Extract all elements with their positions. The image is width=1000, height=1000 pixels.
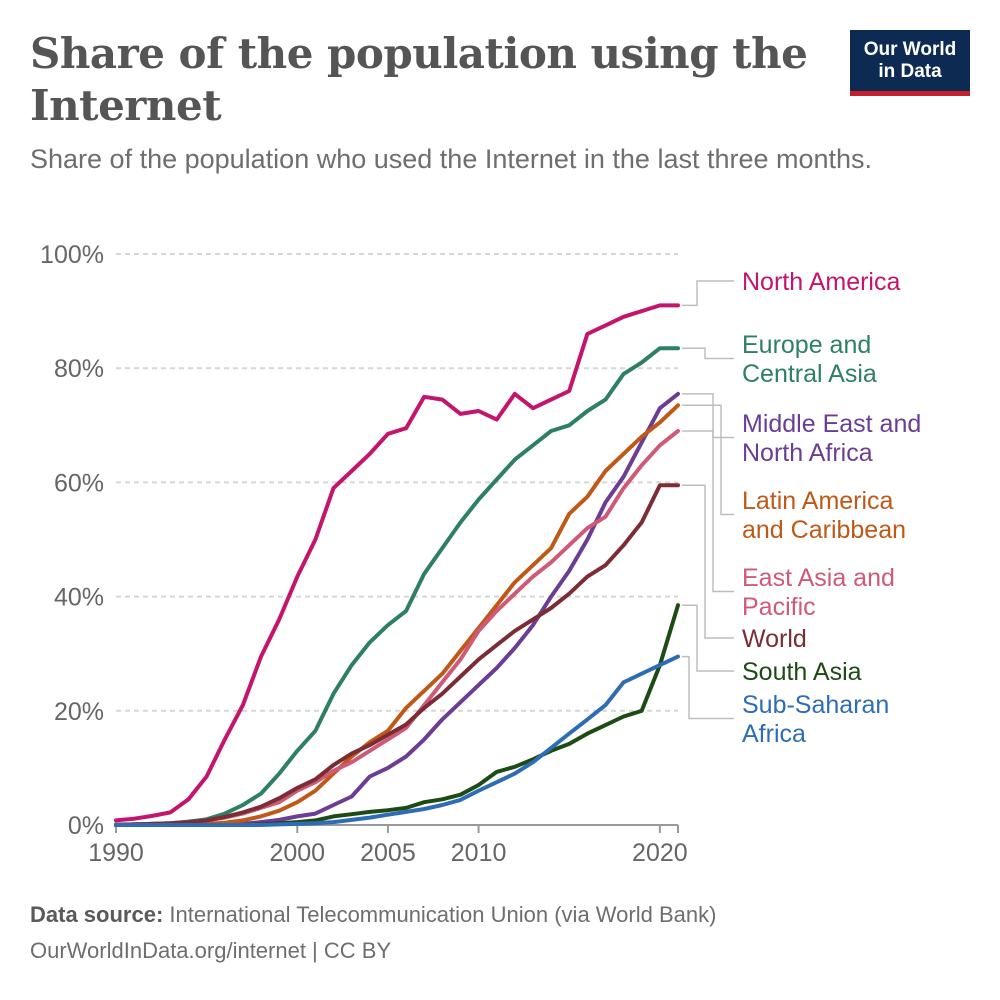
legend-label-latin-america-and-caribbean: Latin America and Caribbean bbox=[742, 487, 906, 544]
data-source-label: Data source: bbox=[30, 902, 164, 927]
legend-label-sub-saharan-africa: Sub-Saharan Africa bbox=[742, 691, 889, 748]
legend-label-east-asia-and-pacific: East Asia and Pacific bbox=[742, 564, 895, 621]
series-line-europe-and-central-asia bbox=[114, 346, 680, 827]
leader-line-europe-and-central-asia bbox=[682, 347, 734, 360]
legend-label-line: North America bbox=[742, 268, 900, 296]
legend-label-line: North Africa bbox=[742, 439, 873, 467]
line-chart: 0% 20% 40% 60% 80% 100% 1990 2000 2005 2010 2020 No… bbox=[40, 241, 921, 867]
x-tick-label: 1990 bbox=[88, 839, 144, 867]
data-source-text: International Telecommunication Union (v… bbox=[169, 902, 717, 927]
owid-logo[interactable]: Our World in Data bbox=[850, 30, 970, 96]
legend-label-line: South Asia bbox=[742, 658, 862, 686]
y-tick-label: 80% bbox=[54, 355, 104, 383]
y-tick-label: 60% bbox=[54, 469, 104, 497]
legend-label-line: Central Asia bbox=[742, 360, 877, 388]
y-tick-label: 0% bbox=[68, 812, 104, 840]
leader-line-north-america bbox=[682, 280, 734, 307]
x-tick-label: 2020 bbox=[632, 839, 688, 867]
logo-line-1: Our World bbox=[863, 38, 957, 60]
legend-label-line: World bbox=[742, 625, 807, 653]
leader-line-middle-east-and-north-africa bbox=[682, 393, 734, 439]
legend-label-line: East Asia and bbox=[742, 564, 895, 592]
legend-label-line: Africa bbox=[742, 720, 806, 748]
legend-label-europe-and-central-asia: Europe and Central Asia bbox=[742, 331, 877, 388]
leader-line-south-asia bbox=[682, 604, 734, 672]
series-line-middle-east-and-north-africa bbox=[114, 391, 680, 827]
legend-label-line: Pacific bbox=[742, 593, 816, 621]
data-source: Data source: International Telecommunica… bbox=[30, 897, 716, 933]
y-tick-label: 100% bbox=[40, 241, 104, 269]
credit-line: OurWorldInData.org/internet | CC BY bbox=[30, 938, 392, 963]
leader-line-sub-saharan-africa bbox=[682, 655, 734, 720]
x-tick-label: 2005 bbox=[360, 839, 416, 867]
leader-line-world bbox=[682, 484, 734, 639]
legend-label-south-asia: South Asia bbox=[742, 658, 862, 686]
footer: Data source: International Telecommunica… bbox=[30, 897, 716, 969]
logo-line-2: in Data bbox=[878, 60, 942, 82]
legend-label-line: Latin America bbox=[742, 487, 894, 515]
legend-label-north-america: North America bbox=[742, 268, 900, 296]
x-tick-label: 2000 bbox=[269, 839, 325, 867]
y-tick-label: 40% bbox=[54, 584, 104, 612]
series-line-north-america bbox=[114, 303, 680, 823]
legend-label-line: Europe and bbox=[742, 331, 871, 359]
leader-line-east-asia-and-pacific bbox=[682, 430, 734, 593]
chart-title: Share of the population using the Intern… bbox=[30, 29, 808, 130]
legend-label-line: Sub-Saharan bbox=[742, 691, 889, 719]
series-line-world bbox=[114, 483, 680, 827]
y-tick-label: 20% bbox=[54, 698, 104, 726]
legend-label-line: Middle East and bbox=[742, 410, 921, 438]
series-line-sub-saharan-africa bbox=[114, 654, 680, 827]
leader-line-latin-america-and-caribbean bbox=[682, 404, 734, 516]
legend-label-world: World bbox=[742, 625, 807, 653]
legend-label-line: and Caribbean bbox=[742, 516, 906, 544]
x-tick-label: 2010 bbox=[451, 839, 507, 867]
chart-subtitle: Share of the population who used the Int… bbox=[30, 144, 873, 174]
legend-label-middle-east-and-north-africa: Middle East and North Africa bbox=[742, 410, 921, 467]
